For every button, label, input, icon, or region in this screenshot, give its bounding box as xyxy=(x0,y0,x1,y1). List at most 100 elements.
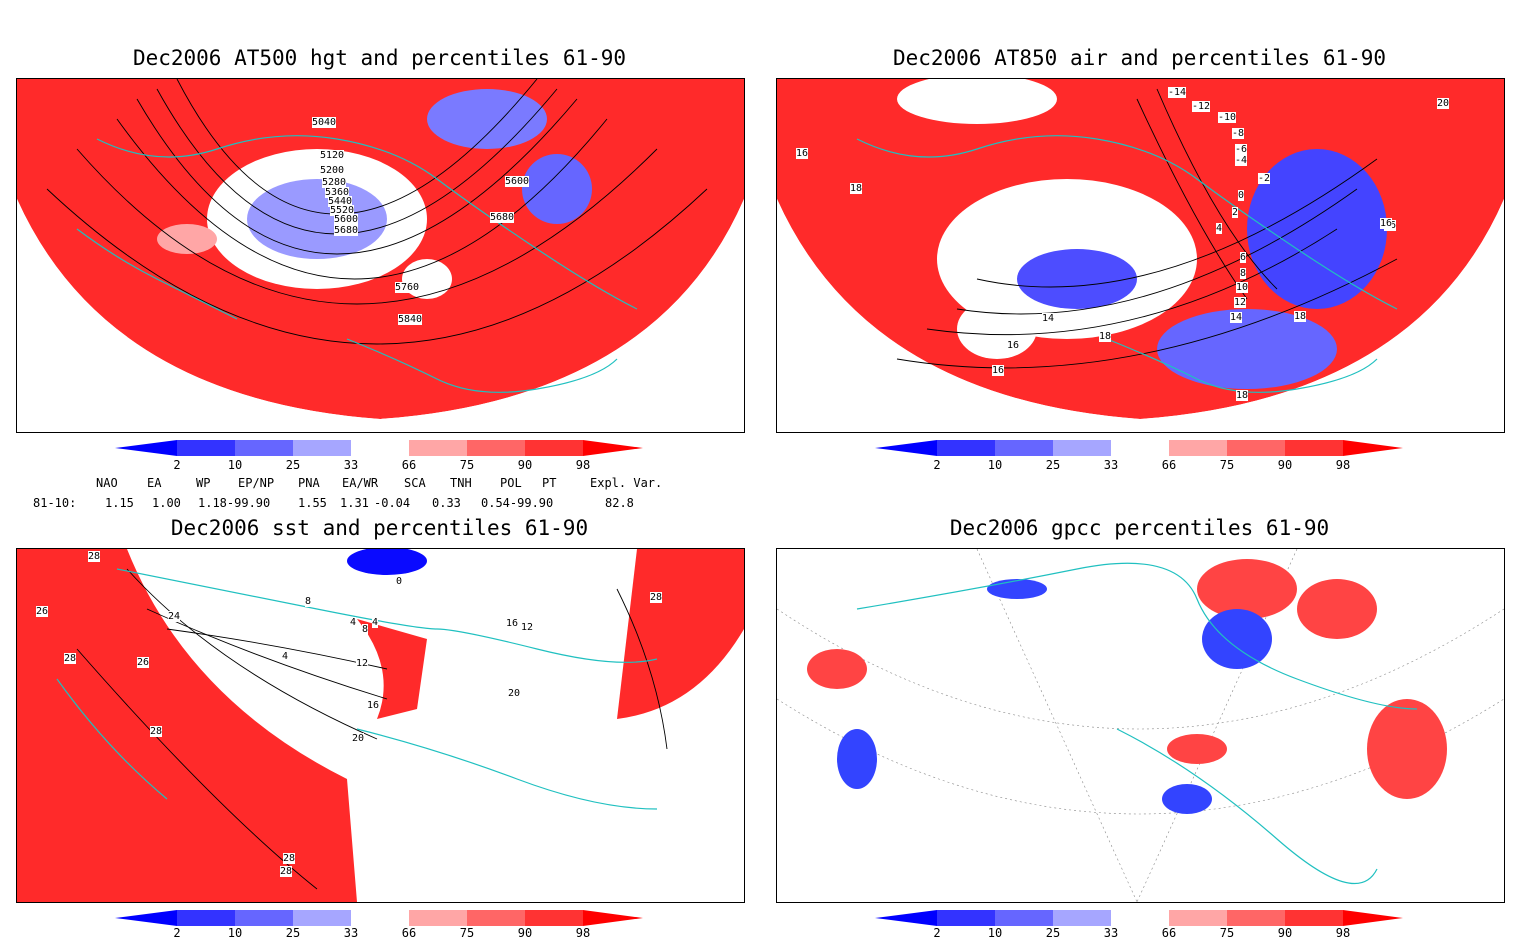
contour-label: 5280 xyxy=(322,177,347,188)
cbar-label: 75 xyxy=(459,458,475,472)
index-header: WP xyxy=(196,476,211,490)
colorbar-top-left xyxy=(115,440,643,456)
index-value: 1.00 xyxy=(152,496,181,510)
cbar-label: 66 xyxy=(401,926,417,940)
map-air850 xyxy=(777,79,1504,432)
panel-2-title: Dec2006 AT850 air and percentiles 61-90 xyxy=(892,46,1387,70)
contour-label: 8 xyxy=(1240,268,1247,279)
index-value: 1.31 xyxy=(340,496,369,510)
index-value: 0.54-99.90 xyxy=(481,496,554,510)
contour-label: 5040 xyxy=(312,117,337,128)
index-header: TNH xyxy=(450,476,472,490)
contour-label: 5600 xyxy=(334,214,359,225)
index-header: PNA xyxy=(298,476,320,490)
cbar-label: 10 xyxy=(227,926,243,940)
cbar-label: 98 xyxy=(575,458,591,472)
index-value: 82.8 xyxy=(605,496,634,510)
map-panel-hgt500 xyxy=(16,78,745,433)
contour-label: 8 xyxy=(305,596,312,607)
contour-label: 28 xyxy=(280,866,293,877)
cbar-label: 10 xyxy=(227,458,243,472)
cbar-label: 33 xyxy=(343,926,359,940)
contour-label: 26 xyxy=(137,657,150,668)
contour-label: 5520 xyxy=(330,205,355,216)
contour-label: 28 xyxy=(64,653,77,664)
index-header: SCA xyxy=(404,476,426,490)
cbar-label: 10 xyxy=(987,926,1003,940)
contour-label: -6 xyxy=(1235,144,1248,155)
index-header: NAO xyxy=(96,476,118,490)
contour-label: -4 xyxy=(1235,155,1248,166)
contour-label: 16 xyxy=(992,365,1005,376)
index-header: Expl. Var. xyxy=(590,476,663,490)
contour-label: 5440 xyxy=(328,196,353,207)
cbar-label: 98 xyxy=(575,926,591,940)
map-gpcc xyxy=(777,549,1504,902)
cbar-label: 90 xyxy=(517,926,533,940)
contour-label: 28 xyxy=(650,592,663,603)
index-value: -0.04 xyxy=(374,496,411,510)
cbar-label: 2 xyxy=(173,926,181,940)
cbar-label: 75 xyxy=(1219,926,1235,940)
contour-label: 14 xyxy=(1042,313,1055,324)
cbar-label: 2 xyxy=(933,458,941,472)
cbar-label: 66 xyxy=(1161,926,1177,940)
index-header: EA xyxy=(147,476,162,490)
index-header: PT xyxy=(542,476,557,490)
colorbar-bottom-left xyxy=(115,910,643,926)
cbar-label: 98 xyxy=(1335,458,1351,472)
contour-label: 18 xyxy=(1236,390,1249,401)
map-hgt500 xyxy=(17,79,744,432)
panel-1-title: Dec2006 AT500 hgt and percentiles 61-90 xyxy=(132,46,627,70)
contour-label: 5760 xyxy=(395,282,420,293)
cbar-label: 33 xyxy=(343,458,359,472)
contour-label: 4 xyxy=(372,617,379,628)
index-header: POL xyxy=(500,476,522,490)
contour-label: 10 xyxy=(1236,282,1249,293)
cbar-label: 25 xyxy=(285,926,301,940)
cbar-label: 90 xyxy=(1277,458,1293,472)
contour-label: 20 xyxy=(508,688,521,699)
contour-label: 5680 xyxy=(334,225,359,236)
contour-label: 12 xyxy=(521,622,534,633)
panel-4-title: Dec2006 gpcc percentiles 61-90 xyxy=(949,516,1330,540)
contour-label: 28 xyxy=(150,726,163,737)
contour-label: 16 xyxy=(796,148,809,159)
map-panel-air850 xyxy=(776,78,1505,433)
index-header: EA/WR xyxy=(342,476,379,490)
index-header: EP/NP xyxy=(238,476,275,490)
cbar-label: 90 xyxy=(517,458,533,472)
cbar-label: 33 xyxy=(1103,926,1119,940)
contour-label: -12 xyxy=(1192,101,1211,112)
contour-label: -8 xyxy=(1232,128,1245,139)
contour-label: 18 xyxy=(1099,331,1112,342)
contour-label: 16 xyxy=(506,618,519,629)
contour-label: 8 xyxy=(362,624,369,635)
cbar-label: 25 xyxy=(1045,458,1061,472)
contour-label: 26 xyxy=(36,606,49,617)
contour-label: 14 xyxy=(1230,312,1243,323)
contour-label: 5600 xyxy=(505,176,530,187)
cbar-label: 75 xyxy=(459,926,475,940)
index-value: 1.55 xyxy=(298,496,327,510)
contour-label: 16 xyxy=(367,700,380,711)
cbar-label: 90 xyxy=(1277,926,1293,940)
contour-label: 6 xyxy=(1240,252,1247,263)
contour-label: 24 xyxy=(168,611,181,622)
contour-label: 4 xyxy=(1216,223,1223,234)
contour-label: 2 xyxy=(1232,207,1239,218)
contour-label: 28 xyxy=(283,853,296,864)
cbar-label: 2 xyxy=(933,926,941,940)
contour-label: 18 xyxy=(850,183,863,194)
contour-label: 5680 xyxy=(490,212,515,223)
cbar-label: 98 xyxy=(1335,926,1351,940)
index-row-label: 81-10: xyxy=(33,496,77,510)
index-value: 1.18-99.90 xyxy=(198,496,271,510)
contour-label: 4 xyxy=(282,651,289,662)
map-panel-sst xyxy=(16,548,745,903)
colorbar-bottom-right xyxy=(875,910,1403,926)
contour-label: 28 xyxy=(88,551,101,562)
cbar-label: 2 xyxy=(173,458,181,472)
cbar-label: 10 xyxy=(987,458,1003,472)
contour-label: 16 xyxy=(1007,340,1020,351)
